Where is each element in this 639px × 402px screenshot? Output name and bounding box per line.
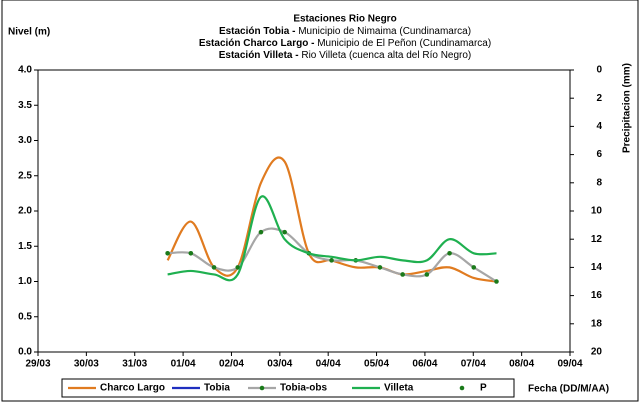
series-marker [235, 265, 241, 270]
x-tick-label: 07/04 [461, 359, 486, 370]
y2-tick-label: 10 [591, 206, 603, 217]
x-tick-label: 08/04 [509, 359, 534, 370]
x-tick-label: 04/04 [316, 359, 341, 370]
y-axis-title: Nivel (m) [8, 27, 50, 38]
y2-axis-title: Precipitacion (mm) [622, 63, 633, 153]
subtitle-text: Rio Villeta (cuenca alta del Río Negro) [301, 50, 471, 61]
y-tick-label: 2.0 [18, 206, 32, 217]
subtitle-text: Municipio de Nimaima (Cundinamarca) [298, 26, 471, 37]
x-tick-label: 02/04 [219, 359, 244, 370]
y2-tick-label: 20 [591, 347, 603, 358]
subtitle: Estación Tobia - Municipio de Nimaima (C… [219, 26, 471, 37]
subtitle: Estación Villeta - Rio Villeta (cuenca a… [219, 50, 472, 61]
x-tick-label: 01/04 [171, 359, 196, 370]
legend-label: Charco Largo [100, 383, 165, 394]
x-tick-label: 06/04 [412, 359, 437, 370]
series-marker [471, 265, 477, 270]
x-tick-label: 09/04 [557, 359, 582, 370]
y-tick-label: 4.0 [18, 65, 32, 76]
x-tick-label: 29/03 [25, 359, 50, 370]
subtitle-bold: Estación Villeta - [219, 50, 302, 61]
y-tick-label: 3.5 [18, 100, 32, 111]
y2-tick-label: 6 [596, 149, 602, 160]
series-marker [282, 229, 287, 235]
series-marker [211, 265, 217, 270]
series-marker [494, 279, 499, 284]
x-tick-label: 31/03 [122, 359, 147, 370]
legend-marker [259, 385, 265, 391]
y-tick-label: 0.5 [18, 311, 32, 322]
y2-tick-label: 0 [596, 65, 602, 76]
y-tick-label: 2.5 [18, 170, 32, 181]
legend-label: Tobia [204, 383, 230, 394]
legend-marker [459, 385, 465, 391]
y-tick-label: 0.0 [18, 347, 32, 358]
x-tick-label: 30/03 [74, 359, 99, 370]
chart-title: Estaciones Rio Negro [293, 14, 396, 25]
y-tick-label: 1.5 [18, 241, 32, 252]
subtitle-text: Municipio de El Peñon (Cundinamarca) [317, 38, 491, 49]
series-marker [377, 265, 383, 270]
y2-tick-label: 14 [591, 262, 603, 273]
y2-tick-label: 2 [596, 93, 602, 104]
legend-label: P [480, 383, 487, 394]
y2-tick-label: 4 [596, 121, 602, 132]
legend-label: Villeta [384, 383, 414, 394]
subtitle: Estación Charco Largo - Municipio de El … [199, 38, 491, 49]
series-marker [188, 251, 194, 256]
x-tick-label: 03/04 [267, 359, 292, 370]
legend-label: Tobia-obs [280, 383, 327, 394]
series-marker [258, 229, 264, 235]
series-marker [400, 272, 405, 277]
series-marker [329, 258, 334, 263]
y-tick-label: 1.0 [18, 276, 32, 287]
y-tick-label: 3.0 [18, 135, 32, 146]
y2-tick-label: 16 [591, 290, 603, 301]
series-marker [447, 251, 452, 256]
series-marker [165, 251, 170, 256]
legend-box [61, 378, 515, 398]
x-tick-label: 05/04 [364, 359, 389, 370]
subtitle-bold: Estación Tobia - [219, 26, 298, 37]
x-axis-title: Fecha (DD/M/AA) [528, 384, 609, 395]
y2-tick-label: 12 [591, 234, 603, 245]
y2-tick-label: 18 [591, 318, 603, 329]
subtitle-bold: Estación Charco Largo - [199, 38, 317, 49]
series-line [167, 195, 497, 282]
y2-tick-label: 8 [596, 177, 602, 188]
series-marker [424, 272, 430, 277]
